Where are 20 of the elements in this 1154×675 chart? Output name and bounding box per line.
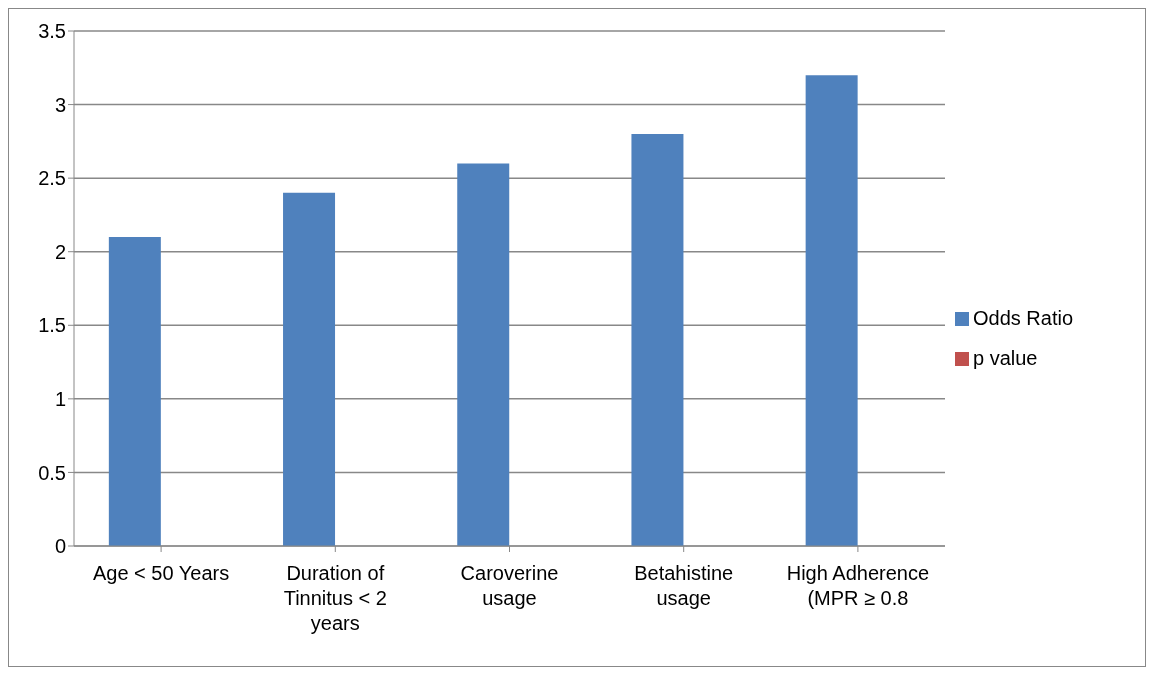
x-tick-label: Age < 50 Years	[92, 562, 230, 584]
y-tick-label: 3.5	[38, 20, 66, 43]
y-tick-label: 3	[54, 93, 66, 116]
y-tick-label: 2	[54, 240, 66, 263]
y-tick-label: 1	[54, 387, 66, 410]
x-tick-label: Duration of Tinnitus < 2 years	[283, 562, 387, 634]
bar	[805, 75, 858, 546]
x-tick-label: High Adherence (MPR ≥ 0.8	[786, 562, 930, 609]
y-tick-label: 1.5	[38, 314, 66, 337]
legend-label: p value	[973, 346, 1038, 369]
legend-label: Odds Ratio	[973, 306, 1074, 329]
y-tick-label: 2.5	[38, 167, 66, 190]
bar	[108, 237, 161, 546]
y-tick-label: 0.5	[38, 461, 66, 484]
bar	[631, 134, 684, 546]
bar	[283, 192, 336, 546]
x-tick-label: Betahistine usage	[634, 562, 734, 609]
x-tick-label: Caroverine usage	[460, 562, 559, 609]
bar	[457, 163, 510, 546]
y-tick-label: 0	[54, 535, 66, 558]
